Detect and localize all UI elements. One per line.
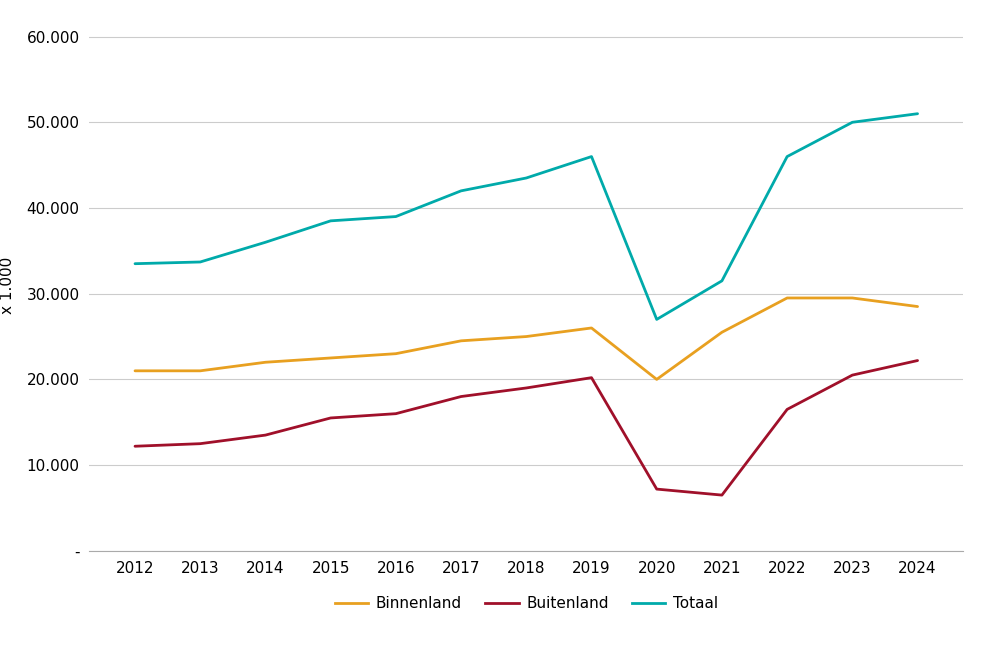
Legend: Binnenland, Buitenland, Totaal: Binnenland, Buitenland, Totaal <box>329 590 724 618</box>
Y-axis label: x 1.000: x 1.000 <box>0 257 16 314</box>
